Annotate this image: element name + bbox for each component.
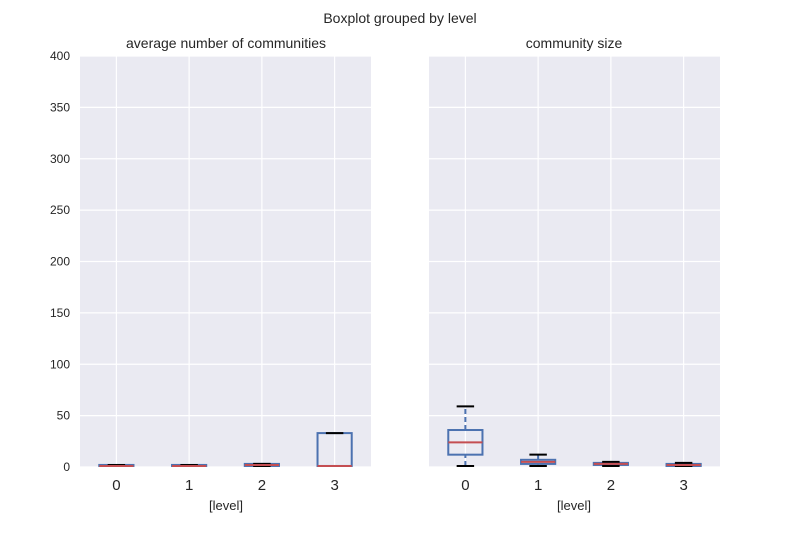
plot-layer [429,55,720,468]
x-tick-label: 1 [185,477,193,494]
panel-title: community size [526,35,623,51]
y-tick-label: 200 [50,255,70,269]
x-tick-label: 3 [679,477,687,494]
y-tick-label: 300 [50,152,70,166]
box-1 [171,463,208,467]
panel-title: average number of communities [126,35,326,51]
box-2 [592,460,629,467]
x-tick-label: 2 [607,477,615,494]
box-2 [243,462,280,467]
box-3 [665,461,702,467]
x-axis-label: [level] [557,498,591,513]
panel-average-number-of-communities: average number of communities [level] 0 5… [50,35,371,513]
y-tick-label: 100 [50,357,70,371]
box-0 [447,405,484,467]
x-tick-label: 2 [258,477,266,494]
plot-layer [80,55,371,468]
box-1 [520,453,557,467]
x-tick-label: 1 [534,477,542,494]
box-0 [98,463,135,467]
y-tick-label: 400 [50,49,70,63]
x-tick-label: 0 [112,477,120,494]
y-tick-label: 0 [63,460,70,474]
x-axis-label: [level] [209,498,243,513]
x-tick-label: 0 [461,477,469,494]
y-tick-label: 250 [50,203,70,217]
y-tick-label: 50 [57,409,71,423]
box-3 [316,432,353,467]
figure-suptitle: Boxplot grouped by level [323,10,476,26]
x-tick-label: 3 [330,477,338,494]
y-tick-label: 350 [50,100,70,114]
panel-community-size: community size [level] 0 1 2 3 [429,35,720,513]
y-tick-label: 150 [50,306,70,320]
